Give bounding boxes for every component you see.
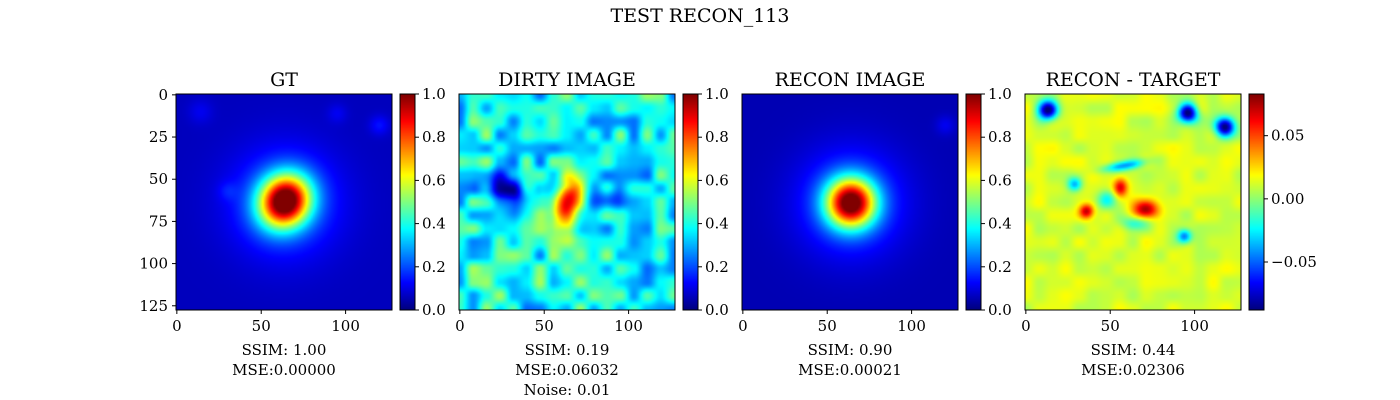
panel-1: GT 0 50 100 0 25 50 75 100 125 0.0 0.2 0.4 0.6 0.8 1.0 S… [139, 69, 446, 379]
colorbar [400, 94, 415, 310]
y-tick-label: 100 [139, 255, 168, 273]
heatmap-image [176, 94, 392, 310]
x-tick-label: 0 [172, 317, 182, 335]
colorbar-tick-label: 0.0 [988, 301, 1012, 319]
metric-label: MSE:0.00021 [798, 361, 902, 379]
colorbar-tick-label: 0.6 [988, 171, 1012, 189]
panel-title: DIRTY IMAGE [498, 69, 636, 91]
metric-label: Noise: 0.01 [524, 381, 611, 399]
metric-label: MSE:0.06032 [515, 361, 619, 379]
metric-label: MSE:0.00000 [232, 361, 336, 379]
x-tick-label: 100 [614, 317, 643, 335]
colorbar-tick-label: 1.0 [705, 85, 729, 103]
colorbar-tick-label: 0.8 [705, 128, 729, 146]
x-tick-label: 0 [455, 317, 465, 335]
x-tick-label: 100 [331, 317, 360, 335]
panel-4: RECON - TARGET 0 50 100 0.05 0.00 −0.05 SSIM: 0… [1021, 69, 1317, 379]
colorbar [966, 94, 981, 310]
colorbar-tick-label: 0.8 [422, 128, 446, 146]
metric-label: MSE:0.02306 [1081, 361, 1185, 379]
colorbar-tick-label: 0.2 [422, 258, 446, 276]
x-tick-label: 50 [818, 317, 837, 335]
colorbar-tick-label: 0.0 [705, 301, 729, 319]
colorbar-tick-label: 0.6 [422, 171, 446, 189]
x-tick-label: 50 [1101, 317, 1120, 335]
panel-title: GT [270, 69, 298, 91]
metric-label: SSIM: 0.19 [525, 341, 610, 359]
x-tick-label: 0 [1021, 317, 1031, 335]
colorbar-frame [1248, 93, 1265, 311]
panel-2: DIRTY IMAGE 0 50 100 0.0 0.2 0.4 0.6 0.8 1.0 SSIM:… [455, 69, 729, 399]
heatmap-image [1025, 94, 1241, 310]
colorbar-tick-label: 0.2 [988, 258, 1012, 276]
heatmap-image [742, 94, 958, 310]
heatmap-image [459, 94, 675, 310]
colorbar-tick-label: 0.6 [705, 171, 729, 189]
y-tick-label: 0 [158, 86, 168, 104]
colorbar-tick-label: 1.0 [422, 85, 446, 103]
figure-title: TEST RECON_113 [611, 5, 790, 27]
panel-title: RECON IMAGE [775, 69, 926, 91]
metric-label: SSIM: 0.90 [808, 341, 893, 359]
y-tick-label: 125 [139, 297, 168, 315]
colorbar-tick-label: 0.4 [988, 215, 1012, 233]
colorbar-tick-label: 0.8 [988, 128, 1012, 146]
colorbar [1249, 94, 1264, 310]
colorbar-frame [682, 93, 699, 311]
y-tick-label: 25 [149, 128, 168, 146]
panel-title: RECON - TARGET [1046, 69, 1221, 91]
axes-frame [458, 93, 676, 311]
y-tick-label: 50 [149, 170, 168, 188]
colorbar-tick-label: 0.00 [1271, 190, 1304, 208]
metric-label: SSIM: 0.44 [1091, 341, 1176, 359]
colorbar-frame [399, 93, 416, 311]
colorbar-tick-label: 0.2 [705, 258, 729, 276]
y-tick-label: 75 [149, 212, 168, 230]
x-tick-label: 50 [252, 317, 271, 335]
axes-frame [741, 93, 959, 311]
colorbar [683, 94, 698, 310]
panel-3: RECON IMAGE 0 50 100 0.0 0.2 0.4 0.6 0.8 1.0 SSIM:… [738, 69, 1012, 379]
x-tick-label: 100 [897, 317, 926, 335]
colorbar-tick-label: 0.0 [422, 301, 446, 319]
x-tick-label: 0 [738, 317, 748, 335]
colorbar-frame [965, 93, 982, 311]
colorbar-tick-label: 0.05 [1271, 127, 1304, 145]
colorbar-tick-label: −0.05 [1271, 253, 1317, 271]
colorbar-tick-label: 0.4 [705, 215, 729, 233]
colorbar-tick-label: 1.0 [988, 85, 1012, 103]
x-tick-label: 100 [1180, 317, 1209, 335]
x-tick-label: 50 [535, 317, 554, 335]
axes-frame [175, 93, 393, 311]
axes-frame [1024, 93, 1242, 311]
metric-label: SSIM: 1.00 [242, 341, 327, 359]
colorbar-tick-label: 0.4 [422, 215, 446, 233]
